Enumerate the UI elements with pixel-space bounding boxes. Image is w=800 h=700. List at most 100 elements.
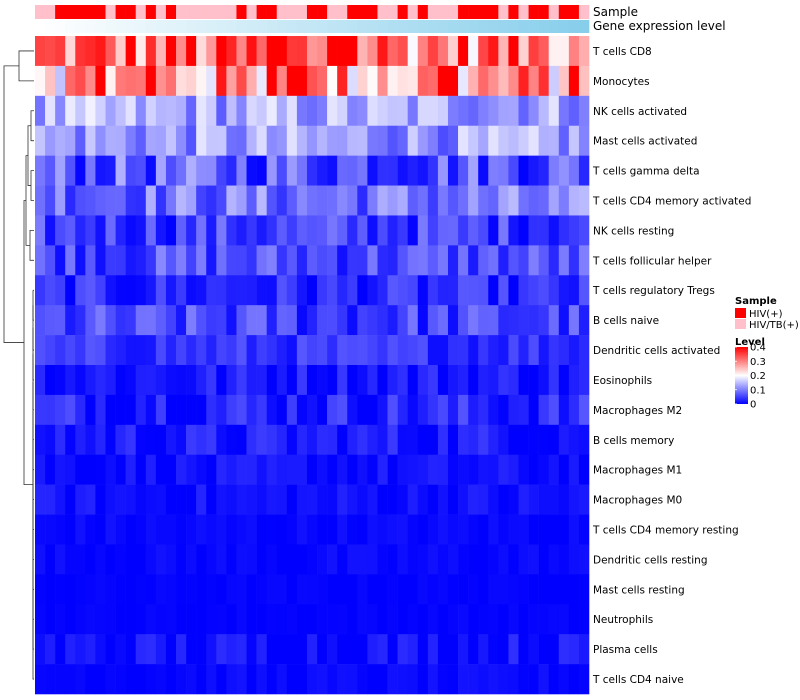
legend-label-hivtb: HIV/TB(+): [749, 320, 799, 331]
heatmap-cell: [296, 394, 308, 426]
expr-anno-cell: [407, 20, 419, 33]
heatmap-cell: [55, 36, 66, 67]
heatmap-cell: [145, 245, 157, 276]
heatmap-cell: [105, 664, 116, 695]
heatmap-cell: [367, 574, 378, 605]
heatmap-cell: [216, 544, 227, 575]
heatmap-cell: [548, 335, 560, 366]
heatmap-cell: [145, 215, 157, 246]
heatmap-cell: [135, 574, 147, 605]
heatmap-cell: [377, 664, 388, 695]
heatmap-cell: [317, 275, 328, 306]
heatmap-cell: [397, 514, 408, 545]
dendrogram-branch: [32, 619, 34, 680]
sample-anno-cell: [246, 5, 257, 19]
heatmap-cell: [468, 574, 479, 605]
heatmap-cell: [498, 424, 509, 456]
heatmap-cell: [437, 664, 449, 695]
heatmap-cell: [65, 664, 76, 695]
heatmap-cell: [65, 634, 76, 665]
heatmap-cell: [135, 275, 147, 306]
heatmap-cell: [437, 155, 449, 186]
heatmap-cell: [216, 664, 227, 695]
heatmap-cell: [508, 484, 519, 515]
heatmap-cell: [125, 185, 137, 216]
heatmap-cell: [437, 365, 449, 396]
heatmap-cell: [145, 394, 157, 426]
heatmap-cell: [568, 514, 580, 545]
heatmap-cell: [417, 155, 429, 186]
heatmap-cell: [558, 484, 570, 515]
heatmap-cell: [568, 125, 580, 156]
heatmap-cell: [165, 245, 177, 276]
heatmap-cell: [427, 125, 439, 156]
heatmap-cell: [377, 335, 388, 366]
heatmap-cell: [367, 245, 378, 276]
sample-annotation-bar: [35, 5, 590, 19]
heatmap-cell: [95, 574, 106, 605]
heatmap-cell: [478, 365, 489, 396]
heatmap-cell: [266, 574, 278, 605]
heatmap-cell: [458, 155, 469, 186]
heatmap-cell: [387, 454, 398, 485]
heatmap-cell: [568, 335, 580, 366]
heatmap-cell: [186, 95, 197, 127]
heatmap-cell: [135, 544, 147, 575]
heatmap-cell: [135, 95, 147, 127]
heatmap-cell: [95, 185, 106, 216]
heatmap-cell: [145, 454, 157, 485]
heatmap-cell: [377, 185, 388, 216]
heatmap-cell: [447, 65, 459, 97]
heatmap-cell: [176, 335, 187, 366]
expression-annotation-label: Gene expression level: [593, 19, 726, 33]
heatmap-cell: [35, 245, 46, 276]
heatmap-cell: [387, 245, 398, 276]
heatmap-cell: [45, 185, 56, 216]
heatmap-cell: [327, 664, 338, 695]
heatmap-cell: [145, 514, 157, 545]
heatmap-cell: [125, 365, 137, 396]
heatmap-cell: [518, 185, 529, 216]
heatmap-cell: [437, 634, 449, 665]
expr-anno-cell: [347, 20, 358, 33]
heatmap-cell: [296, 664, 308, 695]
heatmap-cell: [186, 305, 197, 336]
heatmap-cell: [286, 125, 298, 156]
heatmap-cell: [458, 454, 469, 485]
heatmap-cell: [417, 484, 429, 515]
heatmap-cell: [478, 125, 489, 156]
heatmap-cell: [337, 245, 348, 276]
heatmap-cell: [115, 394, 126, 426]
heatmap-cell: [55, 95, 66, 127]
heatmap-cell: [206, 335, 217, 366]
heatmap-cell: [35, 185, 46, 216]
heatmap-cell: [165, 424, 177, 456]
heatmap-cell: [105, 215, 116, 246]
heatmap-cell: [397, 634, 408, 665]
heatmap-cell: [568, 36, 580, 67]
heatmap-cell: [528, 125, 539, 156]
heatmap-cell: [387, 275, 398, 306]
heatmap-cell: [568, 305, 580, 336]
heatmap-cell: [377, 95, 388, 127]
heatmap-cell: [35, 544, 46, 575]
row-label: NK cells resting: [593, 225, 674, 237]
heatmap-cell: [538, 95, 550, 127]
row-labels: T cells CD8 Monocytes NK cells activated Ma…: [592, 46, 751, 686]
heatmap-cell: [165, 95, 177, 127]
heatmap-cell: [115, 604, 126, 635]
heatmap-cell: [458, 185, 469, 216]
heatmap-cell: [85, 155, 96, 186]
heatmap-cell: [246, 155, 257, 186]
heatmap-cell: [377, 574, 388, 605]
heatmap-cell: [176, 454, 187, 485]
heatmap-cell: [538, 634, 550, 665]
heatmap-cell: [155, 574, 167, 605]
heatmap-cell: [538, 424, 550, 456]
heatmap-cell: [337, 484, 348, 515]
heatmap-cell: [377, 394, 388, 426]
heatmap-cell: [337, 125, 348, 156]
heatmap-cell: [306, 65, 318, 97]
heatmap-cell: [518, 335, 529, 366]
expr-anno-cell: [85, 20, 96, 33]
